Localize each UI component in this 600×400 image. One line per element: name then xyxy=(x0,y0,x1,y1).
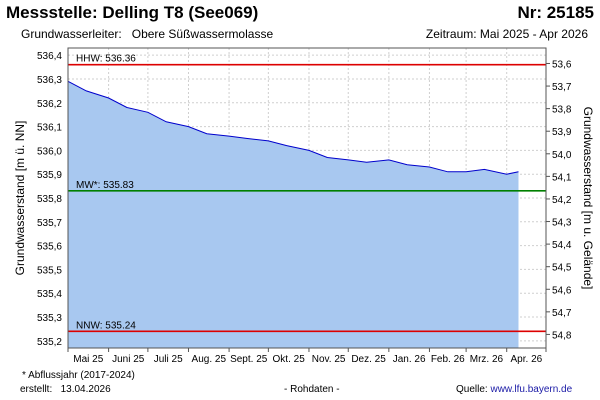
footnote: * Abflussjahr (2017-2024) xyxy=(22,370,135,381)
x-tick-label: Okt. 25 xyxy=(273,354,306,365)
y-tick-label: 535,4 xyxy=(37,289,62,300)
x-tick-label: Mai 25 xyxy=(73,354,103,365)
reference-line-label: NNW: 535.24 xyxy=(76,320,136,331)
y-tick-label: 536,2 xyxy=(37,99,62,110)
y-right-tick-label: 54,8 xyxy=(552,330,572,341)
y-tick-label: 536,0 xyxy=(37,146,62,157)
aquifer-value: Obere Süßwassermolasse xyxy=(131,27,274,41)
x-tick-label: Sept. 25 xyxy=(230,354,268,365)
y-axis-label-right: Grundwasserstand [m u. Gelände] xyxy=(581,107,595,290)
y-right-tick-label: 53,8 xyxy=(552,105,572,116)
y-tick-label: 535,5 xyxy=(37,265,62,276)
y-right-tick-label: 53,6 xyxy=(552,59,572,70)
axis-ticks: 536,4 536,3 536,2 536,1 536,0 535,9 535,8 535,7… xyxy=(37,51,572,365)
y-right-tick-label: 54,4 xyxy=(552,240,572,251)
y-tick-label: 535,3 xyxy=(37,313,62,324)
y-tick-label: 535,6 xyxy=(37,242,62,253)
created-date: 13.04.2026 xyxy=(60,384,111,395)
y-tick-label: 535,2 xyxy=(37,337,62,348)
plot-border xyxy=(67,47,547,349)
page-title: Messstelle: Delling T8 (See069) xyxy=(6,3,259,22)
source-info: Quelle: www.lfu.bayern.de xyxy=(456,384,572,395)
y-tick-label: 536,3 xyxy=(37,75,62,86)
x-tick-label: Dez. 25 xyxy=(351,354,386,365)
x-tick-label: Jan. 26 xyxy=(393,354,426,365)
period-label: Zeitraum: Mai 2025 - Apr 2026 xyxy=(425,27,588,41)
x-tick-label: Aug. 25 xyxy=(192,354,227,365)
created-label: erstellt: xyxy=(20,384,53,395)
y-right-tick-label: 54,2 xyxy=(552,195,572,206)
created-info: erstellt: 13.04.2026 xyxy=(20,384,111,395)
source-label: Quelle: xyxy=(456,384,488,395)
y-axis-label: Grundwasserstand [m ü. NN] xyxy=(13,121,27,276)
x-tick-label: Juni 25 xyxy=(112,354,145,365)
y-tick-label: 535,8 xyxy=(37,194,62,205)
y-right-tick-label: 54,6 xyxy=(552,285,572,296)
y-right-tick-label: 54,0 xyxy=(552,150,572,161)
y-tick-label: 535,9 xyxy=(37,170,62,181)
reference-line-label: HHW: 536.36 xyxy=(76,54,136,65)
y-right-tick-label: 53,7 xyxy=(552,82,572,93)
x-tick-label: Apr. 26 xyxy=(511,354,543,365)
raw-data-label: - Rohdaten - xyxy=(284,384,340,395)
y-tick-label: 536,1 xyxy=(37,123,62,134)
reference-lines: HHW: 536.36 MW*: 535.83 NNW: 535.24 xyxy=(68,54,546,333)
y-right-tick-label: 54,5 xyxy=(552,263,572,274)
aquifer-label: Grundwasserleiter: xyxy=(21,27,122,41)
series-area xyxy=(68,81,519,349)
y-right-tick-label: 54,1 xyxy=(552,172,572,183)
x-tick-label: Mrz. 26 xyxy=(470,354,504,365)
x-tick-label: Juli 25 xyxy=(154,354,183,365)
y-right-tick-label: 54,3 xyxy=(552,218,572,229)
source-link[interactable]: www.lfu.bayern.de xyxy=(490,384,573,395)
x-tick-label: Feb. 26 xyxy=(431,354,465,365)
y-tick-label: 535,7 xyxy=(37,218,62,229)
y-tick-label: 536,4 xyxy=(37,51,62,62)
y-right-tick-label: 53,9 xyxy=(552,127,572,138)
reference-line-label: MW*: 535.83 xyxy=(76,180,134,191)
aquifer-info: Grundwasserleiter: Obere Süßwassermolass… xyxy=(21,27,273,41)
station-number: Nr: 25185 xyxy=(517,3,594,22)
y-right-tick-label: 54,7 xyxy=(552,308,572,319)
x-tick-label: Nov. 25 xyxy=(312,354,346,365)
series-line xyxy=(67,80,519,175)
